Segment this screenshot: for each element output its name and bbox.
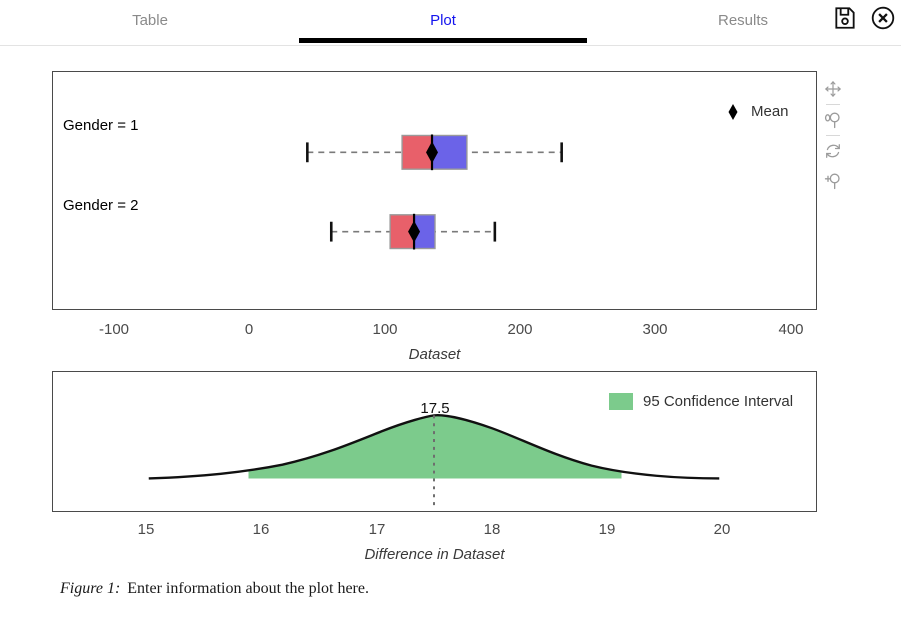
- density-tick-2: 17: [368, 521, 386, 538]
- density-panel[interactable]: 17.5 95 Confidence Interval: [52, 371, 817, 512]
- close-circle-icon[interactable]: [870, 5, 896, 31]
- boxplot-tick-2: 100: [372, 321, 398, 338]
- density-legend-label: 95 Confidence Interval: [643, 393, 794, 410]
- density-peak-label: 17.5: [420, 400, 450, 417]
- tab-results[interactable]: Results: [717, 12, 769, 29]
- tab-table[interactable]: Table: [132, 12, 168, 29]
- boxplot-x-axis: -100 0 100 200 300 400: [52, 321, 817, 343]
- figure-caption[interactable]: Figure 1: Enter information about the plo…: [60, 580, 369, 598]
- boxplot-axis-title: Dataset: [408, 346, 461, 363]
- plot-tool-rail: [818, 74, 848, 196]
- tool-divider-2: [826, 135, 840, 136]
- boxplot-tick-4: 300: [642, 321, 668, 338]
- boxplot-series-1: [306, 134, 563, 171]
- density-tick-5: 20: [713, 521, 731, 538]
- reset-refresh-icon[interactable]: [818, 136, 848, 166]
- active-tab-indicator: [299, 38, 587, 43]
- figure-caption-label: Figure 1:: [60, 580, 121, 597]
- density-tick-4: 19: [598, 521, 616, 538]
- density-canvas: [148, 414, 720, 510]
- pan-move-icon[interactable]: [818, 74, 848, 104]
- boxplot-legend: Mean: [725, 103, 789, 120]
- group-label-1: Gender = 1: [63, 117, 139, 134]
- boxplot-tick-5: 400: [778, 321, 804, 338]
- boxplot-tick-0: -100: [98, 321, 130, 338]
- density-tick-0: 15: [137, 521, 155, 538]
- density-tick-3: 18: [483, 521, 501, 538]
- save-floppy-icon[interactable]: [832, 5, 858, 31]
- zoom-in-icon[interactable]: [818, 166, 848, 196]
- tool-divider-1: [826, 104, 840, 105]
- boxplot-legend-label: Mean: [751, 103, 789, 120]
- boxplot-panel[interactable]: Gender = 1 Gender = 2 Mean: [52, 71, 817, 310]
- density-x-axis: 15 16 17 18 19 20: [52, 521, 817, 543]
- tab-plot[interactable]: Plot: [430, 12, 456, 29]
- tab-bar: Table Plot Results: [0, 0, 901, 46]
- density-axis-title: Difference in Dataset: [364, 546, 505, 563]
- density-legend: 95 Confidence Interval: [609, 393, 793, 410]
- figure-caption-text: Enter information about the plot here.: [127, 580, 369, 597]
- density-tick-1: 16: [252, 521, 270, 538]
- boxplot-tick-1: 0: [244, 321, 254, 338]
- ci-color-swatch: [609, 393, 633, 410]
- boxplot-canvas: [306, 134, 563, 250]
- ci-fill-region: [248, 415, 622, 479]
- group-label-2: Gender = 2: [63, 197, 139, 214]
- mean-diamond-icon: [725, 103, 741, 120]
- zoom-out-icon[interactable]: [818, 105, 848, 135]
- boxplot-tick-3: 200: [507, 321, 533, 338]
- boxplot-series-2: [329, 213, 497, 250]
